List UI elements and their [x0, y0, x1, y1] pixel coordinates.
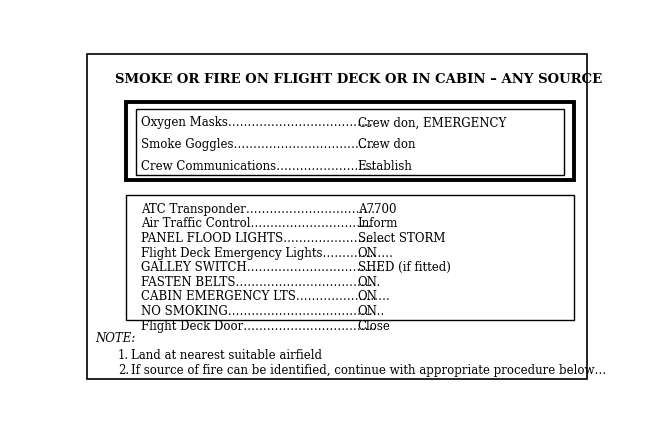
- Text: Flight Deck Door…………………………….: Flight Deck Door…………………………….: [141, 319, 376, 332]
- Text: ON: ON: [358, 275, 378, 288]
- Text: Establish: Establish: [358, 159, 413, 172]
- FancyBboxPatch shape: [126, 103, 574, 181]
- Text: Air Traffic Control………………………….: Air Traffic Control………………………….: [141, 217, 372, 230]
- Text: Close: Close: [358, 319, 390, 332]
- Text: CABIN EMERGENCY LTS……………………: CABIN EMERGENCY LTS……………………: [141, 290, 390, 303]
- Text: ON: ON: [358, 304, 378, 317]
- Text: NO SMOKING………………………………….: NO SMOKING………………………………….: [141, 304, 384, 317]
- Text: FASTEN BELTS……………………………….: FASTEN BELTS……………………………….: [141, 275, 380, 288]
- Text: Inform: Inform: [358, 217, 398, 230]
- Text: Oxygen Masks……………………………….: Oxygen Masks……………………………….: [141, 116, 372, 129]
- Text: SHED (if fitted): SHED (if fitted): [358, 261, 451, 273]
- Text: Land at nearest suitable airfield: Land at nearest suitable airfield: [131, 348, 322, 361]
- Text: NOTE:: NOTE:: [95, 332, 136, 344]
- Text: If source of fire can be identified, continue with appropriate procedure below…: If source of fire can be identified, con…: [131, 363, 606, 377]
- Text: Crew don, EMERGENCY: Crew don, EMERGENCY: [358, 116, 506, 129]
- Text: 1.: 1.: [118, 348, 129, 361]
- Text: ON: ON: [358, 246, 378, 259]
- Text: GALLEY SWITCH…………………………….: GALLEY SWITCH…………………………….: [141, 261, 380, 273]
- Text: ON: ON: [358, 290, 378, 303]
- Text: Flight Deck Emergency Lights………………: Flight Deck Emergency Lights………………: [141, 246, 393, 259]
- Text: SMOKE OR FIRE ON FLIGHT DECK OR IN CABIN – ANY SOURCE: SMOKE OR FIRE ON FLIGHT DECK OR IN CABIN…: [115, 73, 603, 86]
- Text: Select STORM: Select STORM: [358, 231, 445, 244]
- FancyBboxPatch shape: [136, 110, 564, 176]
- FancyBboxPatch shape: [126, 196, 574, 320]
- Text: PANEL FLOOD LIGHTS………………………: PANEL FLOOD LIGHTS………………………: [141, 231, 389, 244]
- Text: ATC Transponder…………………………….: ATC Transponder…………………………….: [141, 202, 379, 215]
- Text: Smoke Goggles………………………………: Smoke Goggles………………………………: [141, 138, 374, 150]
- FancyBboxPatch shape: [88, 55, 587, 379]
- Text: 2.: 2.: [118, 363, 129, 377]
- Text: Crew don: Crew don: [358, 138, 415, 150]
- Text: Crew Communications…………………….: Crew Communications…………………….: [141, 159, 374, 172]
- Text: A7700: A7700: [358, 202, 396, 215]
